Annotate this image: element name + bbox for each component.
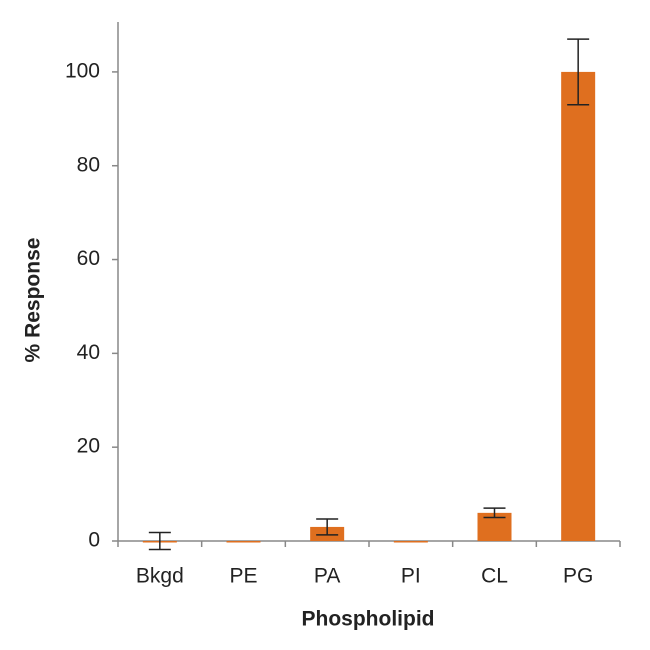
x-tick-label: PA <box>314 565 340 588</box>
bar <box>226 541 261 543</box>
y-tick-label: 80 <box>77 153 100 176</box>
x-tick-label: PE <box>229 565 257 588</box>
error-bar <box>148 531 171 551</box>
y-axis-title: % Response <box>22 238 45 363</box>
y-tick-label: 0 <box>88 529 100 552</box>
y-tick-label: 20 <box>77 435 100 458</box>
bar <box>561 71 596 541</box>
x-tick-label: PI <box>401 565 421 588</box>
y-tick-label: 100 <box>65 59 100 82</box>
y-tick-label: 40 <box>77 341 100 364</box>
error-bar <box>316 518 339 536</box>
error-bar <box>567 38 590 106</box>
bar <box>393 541 428 543</box>
y-tick-label: 60 <box>77 247 100 270</box>
x-axis-title: Phospholipid <box>302 608 435 631</box>
x-tick-label: CL <box>481 565 508 588</box>
x-tick-label: PG <box>563 565 593 588</box>
error-bar <box>483 507 506 519</box>
x-tick-label: Bkgd <box>136 565 184 588</box>
